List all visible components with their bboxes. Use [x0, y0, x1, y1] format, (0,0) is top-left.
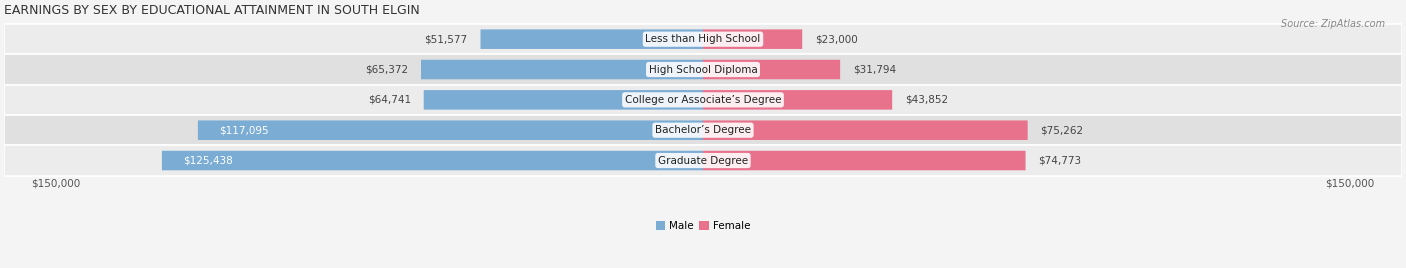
Text: EARNINGS BY SEX BY EDUCATIONAL ATTAINMENT IN SOUTH ELGIN: EARNINGS BY SEX BY EDUCATIONAL ATTAINMEN… — [4, 4, 420, 17]
Text: $31,794: $31,794 — [853, 65, 896, 75]
FancyBboxPatch shape — [420, 60, 703, 79]
Bar — [4, 24, 1402, 54]
Text: $74,773: $74,773 — [1039, 155, 1081, 166]
Text: $125,438: $125,438 — [183, 155, 233, 166]
Text: $117,095: $117,095 — [219, 125, 269, 135]
FancyBboxPatch shape — [703, 29, 803, 49]
Text: Graduate Degree: Graduate Degree — [658, 155, 748, 166]
Text: Source: ZipAtlas.com: Source: ZipAtlas.com — [1281, 19, 1385, 29]
Text: $23,000: $23,000 — [815, 34, 858, 44]
FancyBboxPatch shape — [198, 120, 703, 140]
Text: High School Diploma: High School Diploma — [648, 65, 758, 75]
Text: $51,577: $51,577 — [425, 34, 468, 44]
FancyBboxPatch shape — [481, 29, 703, 49]
FancyBboxPatch shape — [703, 120, 1028, 140]
Bar — [4, 85, 1402, 115]
Text: $65,372: $65,372 — [366, 65, 408, 75]
Text: $64,741: $64,741 — [367, 95, 411, 105]
Bar — [4, 54, 1402, 85]
Text: $75,262: $75,262 — [1040, 125, 1084, 135]
Text: $43,852: $43,852 — [905, 95, 948, 105]
Legend: Male, Female: Male, Female — [655, 221, 751, 231]
Text: Bachelor’s Degree: Bachelor’s Degree — [655, 125, 751, 135]
FancyBboxPatch shape — [703, 60, 841, 79]
Bar — [4, 145, 1402, 176]
Text: Less than High School: Less than High School — [645, 34, 761, 44]
Text: College or Associate’s Degree: College or Associate’s Degree — [624, 95, 782, 105]
FancyBboxPatch shape — [423, 90, 703, 110]
FancyBboxPatch shape — [703, 151, 1025, 170]
Bar — [4, 115, 1402, 145]
FancyBboxPatch shape — [162, 151, 703, 170]
FancyBboxPatch shape — [703, 90, 893, 110]
